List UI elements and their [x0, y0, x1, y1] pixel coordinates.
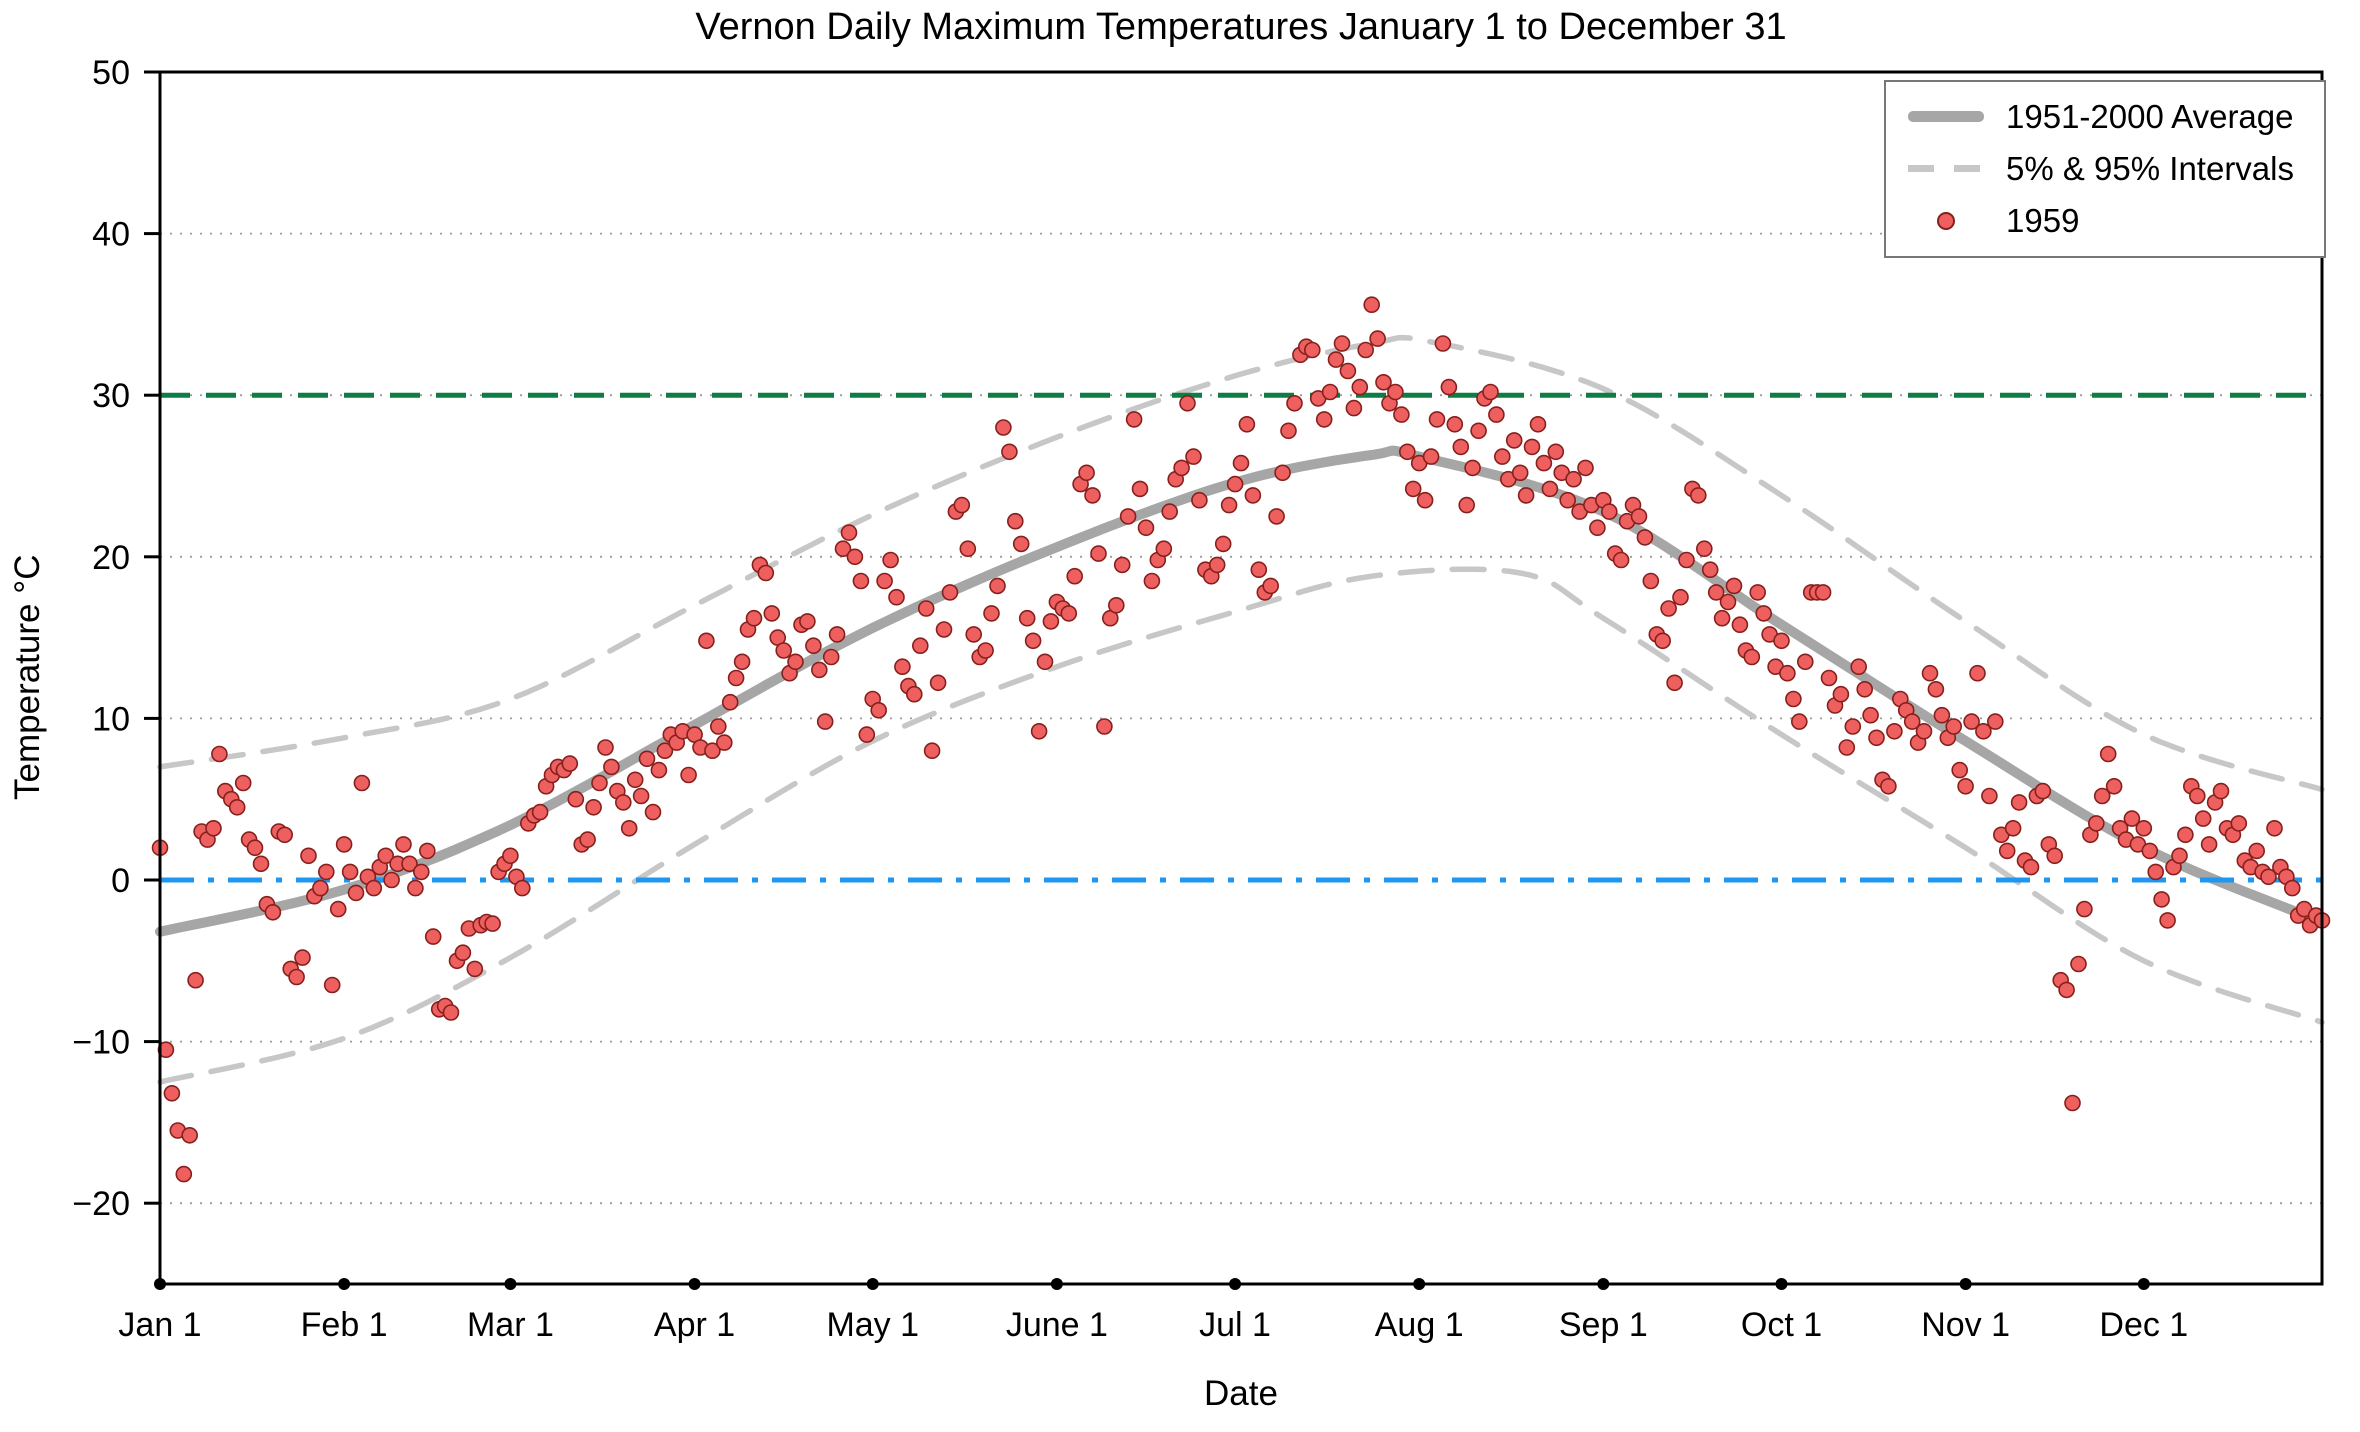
average-curve	[155, 445, 2327, 937]
svg-text:Sep 1: Sep 1	[1559, 1306, 1648, 1344]
legend-item-1959: 1959	[1908, 202, 2294, 240]
chart-title: Vernon Daily Maximum Temperatures Januar…	[695, 6, 1787, 48]
legend-label-intervals: 5% & 95% Intervals	[2006, 149, 2294, 187]
svg-text:Oct 1: Oct 1	[1741, 1306, 1822, 1344]
svg-text:40: 40	[92, 216, 130, 254]
svg-text:0: 0	[111, 862, 130, 900]
svg-text:Feb 1: Feb 1	[301, 1306, 388, 1344]
svg-text:Jan 1: Jan 1	[118, 1306, 201, 1344]
svg-text:50: 50	[92, 54, 130, 92]
legend-item-average: 1951-2000 Average	[1908, 98, 2294, 136]
svg-text:Apr 1: Apr 1	[654, 1306, 735, 1344]
svg-text:Jul 1: Jul 1	[1199, 1306, 1271, 1344]
interval-line-swatch-icon	[1908, 165, 1985, 173]
svg-text:Aug 1: Aug 1	[1375, 1306, 1464, 1344]
svg-text:June 1: June 1	[1006, 1306, 1108, 1344]
p95-upper-curve	[157, 334, 2325, 793]
svg-text:−10: −10	[72, 1024, 130, 1062]
legend: 1951-2000 Average 5% & 95% Intervals 195…	[1884, 80, 2326, 258]
y-gridlines	[160, 232, 2322, 1205]
svg-text:Nov 1: Nov 1	[1921, 1306, 2010, 1344]
svg-text:−20: −20	[72, 1185, 130, 1223]
svg-text:10: 10	[92, 700, 130, 738]
x-axis-ticks: Jan 1 Feb 1 Mar 1 Apr 1 May 1 June 1 Jul 1 Aug …	[118, 1278, 2188, 1344]
scatter-points-1959	[151, 296, 2331, 1183]
interval-curves	[157, 334, 2325, 1085]
svg-text:20: 20	[92, 539, 130, 577]
svg-text:May 1: May 1	[826, 1306, 919, 1344]
y-axis-ticks: 50 40 30 20 10 0 −10 −20	[72, 54, 160, 1223]
legend-item-intervals: 5% & 95% Intervals	[1908, 150, 2294, 188]
svg-text:Dec 1: Dec 1	[2099, 1306, 2188, 1344]
x-axis-label: Date	[1204, 1374, 1278, 1413]
average-line-swatch-icon	[1908, 111, 1985, 123]
svg-text:Mar 1: Mar 1	[467, 1306, 554, 1344]
svg-text:30: 30	[92, 377, 130, 415]
p5-lower-curve	[157, 566, 2325, 1085]
legend-label-1959: 1959	[2006, 201, 2080, 239]
legend-label-average: 1951-2000 Average	[2006, 98, 2294, 135]
point-swatch-icon	[1908, 211, 1984, 230]
